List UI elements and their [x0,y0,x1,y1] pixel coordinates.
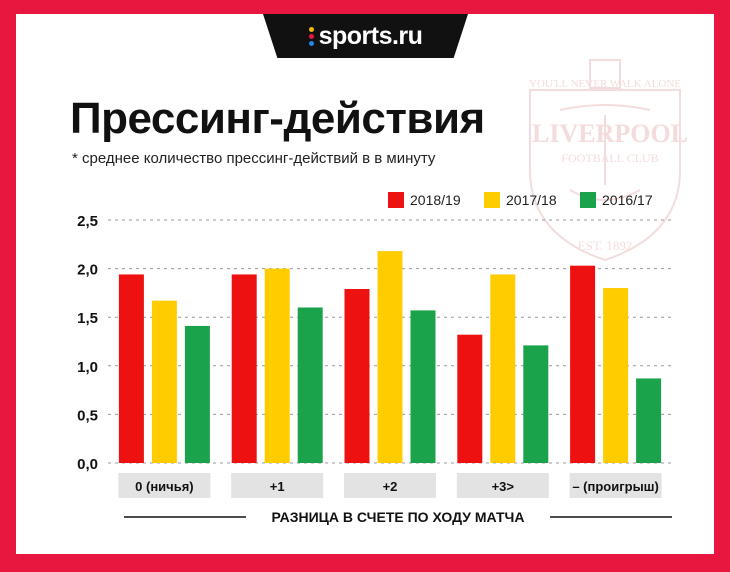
category-label-bg-0 [118,473,211,498]
bar-0-3 [457,334,483,463]
category-label-2: +2 [383,479,398,494]
crest-club: FOOTBALL CLUB [561,151,658,165]
legend-label-1: 2017/18 [506,192,557,208]
y-tick-label-5: 2,5 [77,213,98,230]
bar-1-0 [151,300,177,463]
category-label-bg-1 [231,473,324,498]
bar-0-4 [570,265,596,463]
category-label-bg-4 [569,473,662,498]
category-label-4: – (проигрыш) [572,479,659,494]
brand-dot-2 [308,33,314,39]
bar-1-3 [490,274,516,463]
x-axis-title: РАЗНИЦА В СЧЕТЕ ПО ХОДУ МАТЧА [272,509,525,525]
chart-subtitle: * среднее количество прессинг-действий в… [72,150,436,167]
bar-2-1 [297,307,323,463]
legend-swatch-0 [388,192,404,208]
chart-title: Прессинг-действия [70,94,485,143]
bar-2-0 [184,325,210,463]
category-label-bg-2 [344,473,436,498]
bar-1-1 [264,268,290,463]
bar-2-4 [636,378,662,463]
brand-dots-icon [308,26,314,46]
y-tick-label-4: 2,0 [77,262,98,279]
category-label-bg-3 [456,473,549,498]
crest-motto: YOU'LL NEVER WALK ALONE [529,78,681,90]
brand-logo: sports.ru [263,14,468,58]
y-tick-label-0: 0,0 [77,456,98,473]
brand-dot-1 [308,26,314,32]
bar-2-3 [523,345,549,463]
category-label-1: +1 [270,479,285,494]
crest-name: LIVERPOOL [532,119,688,148]
y-tick-label-2: 1,0 [77,359,98,376]
bar-1-4 [603,288,629,463]
legend-label-2: 2016/17 [602,192,653,208]
liverpool-crest-watermark: YOU'LL NEVER WALK ALONE LIVERPOOL FOOTBA… [529,59,688,262]
legend-label-0: 2018/19 [410,192,461,208]
bar-2-2 [410,310,436,463]
category-label-3: +3> [492,479,515,494]
legend-swatch-1 [484,192,500,208]
crest-est: EST. 1892 [578,238,633,253]
category-label-0: 0 (ничья) [135,479,193,494]
bar-1-2 [377,251,403,463]
brand-dot-3 [308,40,314,46]
legend-swatch-2 [580,192,596,208]
bar-0-2 [344,289,370,463]
bar-0-0 [118,274,144,463]
bar-0-1 [231,274,257,463]
y-tick-label-3: 1,5 [77,310,98,327]
y-tick-label-1: 0,5 [77,407,98,424]
brand-name: sports.ru [318,21,423,50]
